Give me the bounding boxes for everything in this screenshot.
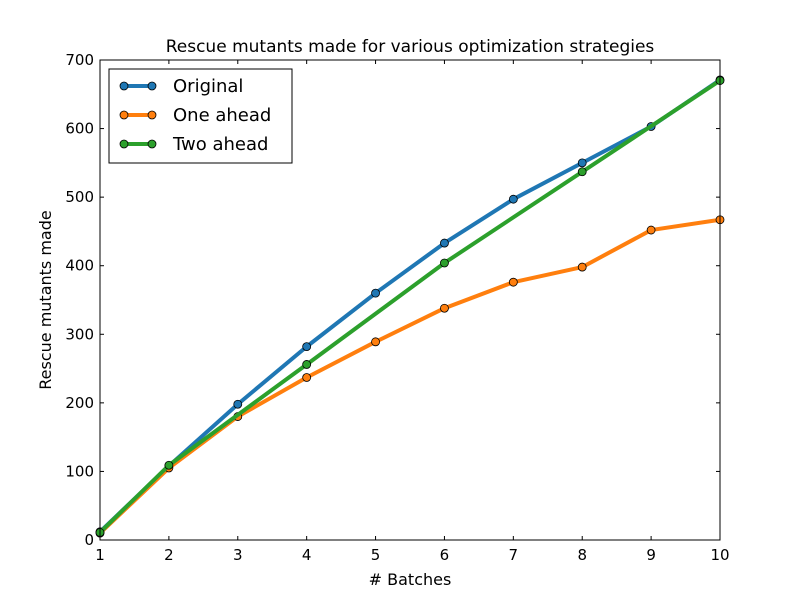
legend-marker bbox=[147, 81, 157, 91]
x-axis-label: # Batches bbox=[369, 570, 452, 589]
legend-marker bbox=[119, 81, 129, 91]
chart-title: Rescue mutants made for various optimiza… bbox=[166, 37, 655, 57]
data-point-original bbox=[233, 399, 243, 409]
x-tick-label: 8 bbox=[577, 546, 587, 564]
series-line-two-ahead bbox=[98, 78, 722, 534]
x-tick-label: 2 bbox=[164, 546, 174, 564]
y-tick-label: 200 bbox=[65, 394, 94, 412]
data-point-one-ahead bbox=[371, 337, 380, 347]
y-tick-label: 500 bbox=[65, 188, 94, 206]
y-tick-label: 300 bbox=[65, 325, 94, 343]
legend: Original One ahead Two ahead bbox=[108, 68, 293, 164]
y-tick-label: 600 bbox=[65, 120, 94, 138]
x-tick-label: 9 bbox=[646, 546, 656, 564]
plot-frame bbox=[99, 59, 721, 541]
legend-entry: Two ahead bbox=[119, 134, 268, 155]
data-point-original bbox=[302, 342, 312, 352]
data-point-one-ahead bbox=[440, 303, 449, 313]
data-point-one-ahead bbox=[577, 262, 587, 272]
legend-marker bbox=[147, 110, 157, 120]
data-point-two-ahead bbox=[164, 460, 174, 470]
x-tick-label: 5 bbox=[371, 546, 381, 564]
y-tick-label: 100 bbox=[65, 462, 94, 480]
y-tick-label: 0 bbox=[84, 531, 94, 549]
series-line-original bbox=[98, 78, 722, 534]
data-point-two-ahead bbox=[440, 258, 449, 268]
series-lines bbox=[95, 75, 725, 538]
data-point-original bbox=[440, 238, 449, 248]
legend-entry: One ahead bbox=[119, 105, 271, 126]
data-point-one-ahead bbox=[646, 225, 656, 235]
legend-label: Two ahead bbox=[172, 134, 268, 155]
x-tick-label: 6 bbox=[440, 546, 450, 564]
x-tick-label: 7 bbox=[509, 546, 519, 564]
x-tick-label: 10 bbox=[710, 546, 729, 564]
x-tick-label: 3 bbox=[233, 546, 243, 564]
y-tick-label: 400 bbox=[65, 257, 94, 275]
data-point-two-ahead bbox=[302, 360, 312, 369]
data-point-original bbox=[577, 158, 587, 168]
legend-marker bbox=[119, 110, 129, 120]
data-point-two-ahead bbox=[577, 167, 587, 177]
y-tick-label: 700 bbox=[65, 51, 94, 69]
x-tick-label: 4 bbox=[302, 546, 312, 564]
legend-label: Original bbox=[173, 76, 243, 97]
data-point-one-ahead bbox=[302, 373, 312, 382]
data-point-original bbox=[508, 194, 518, 204]
legend-marker bbox=[147, 139, 157, 149]
legend-marker bbox=[119, 139, 129, 149]
data-point-original bbox=[371, 288, 380, 298]
data-point-one-ahead bbox=[508, 277, 518, 287]
legend-label: One ahead bbox=[173, 105, 271, 126]
x-tick-label: 1 bbox=[95, 546, 105, 564]
y-axis-label: Rescue mutants made bbox=[36, 210, 55, 389]
legend-entry: Original bbox=[119, 76, 243, 97]
